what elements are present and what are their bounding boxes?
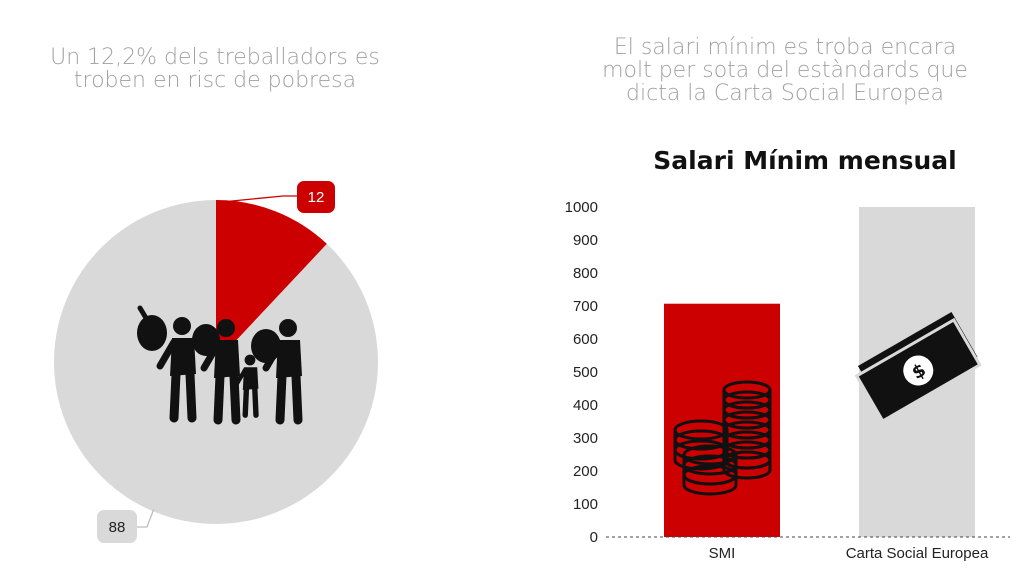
person-2-head [217,319,235,337]
y-tick-label-9: 900 [573,232,598,249]
sack-3 [251,329,281,363]
x-tick-label-1: Carta Social Europea [846,545,989,562]
banknote-group: $ [854,312,982,424]
person-child [234,354,259,418]
coin-stack-low-coin-1 [682,465,738,486]
coin-stack-mid-coin-1 [673,440,729,461]
sack-1 [137,315,167,351]
coin-stack-low-coin-2 [682,475,738,496]
pie-heading-line-1: Un 12,2% dels treballadors es [50,45,380,70]
pie-callout-line-2 [133,509,155,528]
person-2-leg-right [229,371,241,425]
coin-stack-tall-coin-2 [722,410,772,430]
person-child-leg-right [252,386,259,418]
bar-heading-line-1: El salari mínim es troba encara [613,35,957,60]
people-carrying-bags-icon [137,305,303,425]
y-tick-label-10: 1000 [565,199,598,216]
y-tick-label-1: 100 [573,496,598,513]
bar-smi [664,303,780,537]
coin-stack-mid-coin-top-0 [673,419,729,441]
person-1-arm [156,338,178,370]
x-tick-label-0: SMI [709,545,736,562]
coin-stack-tall-coin-top-0 [722,380,772,400]
banknote-coin-circle [903,355,934,386]
person-1 [156,317,197,423]
coin-stack-low [682,444,738,496]
sack-1-tie [137,305,149,321]
sack-2 [192,324,220,356]
person-1-leg-left [169,369,181,423]
banknote-dollar-icon: $ [854,312,982,424]
coin-stack-tall [722,380,772,480]
coin-stack-mid [673,419,729,471]
bar-chart-title: Salari Mínim mensual [653,146,957,175]
person-child-body [242,367,259,390]
person-1-leg-right [185,369,197,423]
pie-callout-box-2 [97,510,137,543]
coin-stack-low-coin-top-0 [682,444,738,466]
coins-stack-icon [673,380,772,496]
y-tick-label-0: 0 [590,529,598,546]
pie-callout-box-1 [297,181,335,213]
bar-heading-line-3: dicta la Carta Social Europea [626,81,944,106]
coin-stack-tall-coin-0 [722,390,772,410]
y-tick-label-5: 500 [573,364,598,381]
pie-label-2: 88 [109,519,126,536]
coin-stack-low-coin-0 [682,455,738,476]
person-2-leg-left [213,371,225,425]
person-child-leg-left [242,386,250,418]
coin-stack-mid-coin-0 [673,430,729,451]
pie-heading: Un 12,2% dels treballadors es troben en … [40,46,390,92]
person-3-body [276,340,302,378]
person-1-head [173,317,191,335]
person-child-head [244,354,256,366]
y-tick-label-4: 400 [573,397,598,414]
person-child-arm [234,367,248,387]
y-tick-label-7: 700 [573,298,598,315]
person-3-head [279,319,297,337]
person-1-body [170,338,196,376]
coin-stack-tall-coin-1 [722,400,772,420]
bar-heading-line-2: molt per sota del estàndards que [602,58,968,83]
pie-slice-1 [216,200,327,362]
pie-callout-line-1 [220,195,297,203]
y-tick-label-3: 300 [573,430,598,447]
pie-label-1: 12 [308,189,325,206]
person-3-leg-right [291,371,303,425]
bar-heading: El salari mínim es troba encara molt per… [575,36,995,105]
pie-heading-line-2: troben en risc de pobresa [73,68,357,93]
person-3-leg-left [275,371,287,425]
y-tick-label-2: 200 [573,463,598,480]
person-2-body [214,340,240,378]
y-tick-label-8: 800 [573,265,598,282]
y-tick-label-6: 600 [573,331,598,348]
